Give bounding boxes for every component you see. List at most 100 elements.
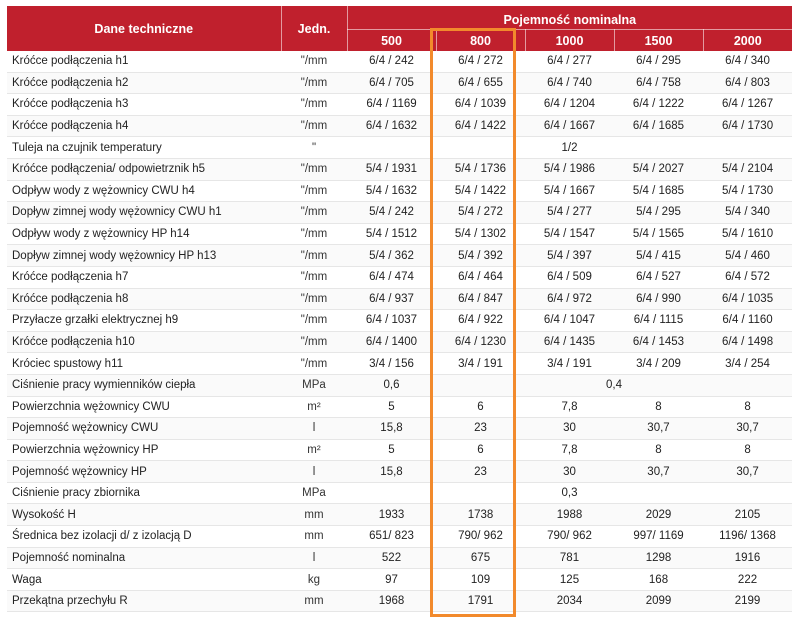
row-unit: "/mm <box>281 72 347 95</box>
table-row: Króćce podłączenia h2 "/mm 6/4 / 705 6/4 / … <box>7 72 793 95</box>
cell-value: 6/4 / 572 <box>703 266 793 289</box>
row-unit: l <box>281 460 347 483</box>
row-unit: MPa <box>281 374 347 397</box>
cell-value: 6 <box>436 396 525 419</box>
cell-value: 1968 <box>347 590 436 613</box>
cell-value: 6/4 / 295 <box>614 51 703 73</box>
cell-value: 8 <box>614 439 703 462</box>
cell-value: 6/4 / 277 <box>525 51 614 73</box>
row-label: Przekątna przechyłu R <box>7 590 281 613</box>
cell-value: 5/4 / 1685 <box>614 180 703 203</box>
cell-value: 1791 <box>436 590 525 613</box>
cell-value: 5/4 / 295 <box>614 201 703 224</box>
column-header-capacity: 800 <box>435 29 525 51</box>
row-unit: " <box>281 136 347 159</box>
cell-value: 5/4 / 362 <box>347 244 436 267</box>
row-unit: kg <box>281 568 347 591</box>
cell-value: 8 <box>614 396 703 419</box>
row-label: Przyłacze grzałki elektrycznej h9 <box>7 309 281 332</box>
column-header-name: Dane techniczne <box>7 6 281 51</box>
row-label: Odpływ wody z wężownicy HP h14 <box>7 223 281 246</box>
table-row: Dopływ zimnej wody wężownicy CWU h1 "/mm 5… <box>7 201 793 224</box>
row-label: Króciec spustowy h11 <box>7 352 281 375</box>
row-unit: "/mm <box>281 244 347 267</box>
row-label: Pojemność wężownicy CWU <box>7 417 281 440</box>
cell-value: 5/4 / 397 <box>525 244 614 267</box>
row-unit: "/mm <box>281 158 347 181</box>
cell-value: 6/4 / 242 <box>347 51 436 73</box>
table-row: Waga kg 97 109 125 168 222 <box>7 568 793 591</box>
table-row: Króćce podłączenia h10 "/mm 6/4 / 1400 6/4 … <box>7 331 793 354</box>
cell-value: 5 <box>347 439 436 462</box>
cell-value: 30,7 <box>703 417 793 440</box>
cell-value: 6/4 / 1730 <box>703 115 793 138</box>
cell-value: 6/4 / 1435 <box>525 331 614 354</box>
row-unit: "/mm <box>281 51 347 73</box>
cell-value: 1298 <box>614 547 703 570</box>
table-row: Odpływ wody z wężownicy HP h14 "/mm 5/4 / … <box>7 223 793 246</box>
table-row: Króćce podłączenia h1 "/mm 6/4 / 242 6/4 / … <box>7 51 793 73</box>
cell-value: 97 <box>347 568 436 591</box>
row-label: Króćce podłączenia/ odpowietrznik h5 <box>7 158 281 181</box>
cell-value: 6/4 / 527 <box>614 266 703 289</box>
cell-value: 6/4 / 1400 <box>347 331 436 354</box>
cell-value: 6/4 / 509 <box>525 266 614 289</box>
cell-value: 6/4 / 1204 <box>525 93 614 116</box>
row-label: Odpływ wody z wężownicy CWU h4 <box>7 180 281 203</box>
cell-value: 6/4 / 1422 <box>436 115 525 138</box>
cell-value: 6/4 / 340 <box>703 51 793 73</box>
row-label: Ciśnienie pracy zbiornika <box>7 482 281 505</box>
table-row: Ciśnienie pracy wymienników ciepła MPa 0,6… <box>7 374 793 397</box>
cell-value: 5/4 / 415 <box>614 244 703 267</box>
row-label: Ciśnienie pracy wymienników ciepła <box>7 374 281 397</box>
cell-value: 6/4 / 272 <box>436 51 525 73</box>
cell-value: 6/4 / 1035 <box>703 288 793 311</box>
table-row: Króćce podłączenia h7 "/mm 6/4 / 474 6/4 / … <box>7 266 793 289</box>
cell-value-merged: 0,3 <box>347 482 793 505</box>
row-unit: "/mm <box>281 352 347 375</box>
cell-value: 6/4 / 1039 <box>436 93 525 116</box>
cell-value: 2029 <box>614 503 703 527</box>
cell-value: 109 <box>436 568 525 591</box>
table-row: Tuleja na czujnik temperatury " 1/2 <box>7 136 793 159</box>
cell-value: 6/4 / 1222 <box>614 93 703 116</box>
cell-value: 7,8 <box>525 439 614 462</box>
cell-value: 5/4 / 2104 <box>703 158 793 181</box>
row-label: Króćce podłączenia h10 <box>7 331 281 354</box>
cell-value: 6/4 / 655 <box>436 72 525 95</box>
cell-value: 30,7 <box>614 417 703 440</box>
cell-value: 5 <box>347 396 436 419</box>
row-label: Króćce podłączenia h3 <box>7 93 281 116</box>
cell-value: 6/4 / 1047 <box>525 309 614 332</box>
cell-value: 651/ 823 <box>347 525 436 548</box>
cell-value: 6/4 / 922 <box>436 309 525 332</box>
table-row: Króćce podłączenia h8 "/mm 6/4 / 937 6/4 / … <box>7 288 793 311</box>
cell-value: 6/4 / 464 <box>436 266 525 289</box>
cell-value: 997/ 1169 <box>614 525 703 548</box>
cell-value: 2105 <box>703 503 793 527</box>
cell-value: 125 <box>525 568 614 591</box>
row-unit: "/mm <box>281 309 347 332</box>
row-unit: l <box>281 547 347 570</box>
cell-value: 6/4 / 705 <box>347 72 436 95</box>
cell-value: 15,8 <box>347 417 436 440</box>
row-unit: "/mm <box>281 288 347 311</box>
cell-value: 3/4 / 209 <box>614 352 703 375</box>
cell-value: 6/4 / 740 <box>525 72 614 95</box>
cell-value: 5/4 / 1931 <box>347 158 436 181</box>
cell-value: 30 <box>525 417 614 440</box>
table-row: Króćce podłączenia/ odpowietrznik h5 "/mm… <box>7 158 793 181</box>
table-row: Pojemność wężownicy CWU l 15,8 23 30 30,7 30,7 <box>7 417 793 440</box>
cell-value: 6/4 / 803 <box>703 72 793 95</box>
cell-value: 6/4 / 972 <box>525 288 614 311</box>
column-header-capacity: 2000 <box>702 29 793 51</box>
row-label: Tuleja na czujnik temperatury <box>7 136 281 159</box>
row-unit: mm <box>281 503 347 527</box>
table-row: Króćce podłączenia h4 "/mm 6/4 / 1632 6/4 /… <box>7 115 793 138</box>
row-unit: "/mm <box>281 180 347 203</box>
row-label: Króćce podłączenia h8 <box>7 288 281 311</box>
cell-value: 5/4 / 1986 <box>525 158 614 181</box>
cell-value: 7,8 <box>525 396 614 419</box>
